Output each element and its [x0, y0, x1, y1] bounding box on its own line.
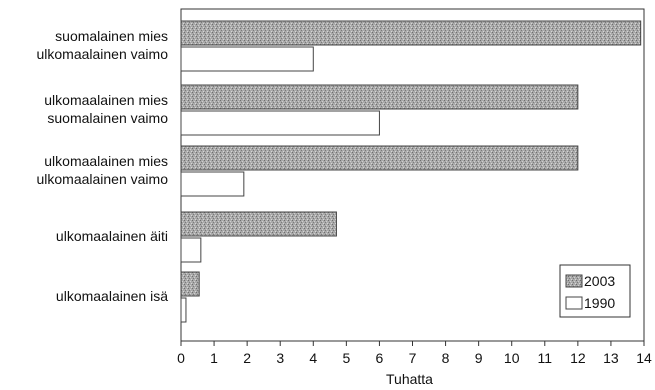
legend-label-1990: 1990	[584, 295, 615, 311]
category-labels: suomalainen mies ulkomaalainen vaimo ulkom…	[36, 28, 168, 304]
legend-swatch-2003	[565, 274, 583, 288]
legend-label-2003: 2003	[584, 273, 615, 289]
category-label: ulkomaalainen äiti	[56, 228, 168, 244]
bar-1990-4	[180, 297, 187, 323]
bar-1990-1	[180, 110, 380, 136]
x-tick-label: 13	[603, 350, 619, 366]
x-tick-label: 3	[276, 350, 284, 366]
legend: 2003 1990	[559, 264, 631, 318]
x-tick-label: 7	[409, 350, 417, 366]
x-tick-label: 8	[442, 350, 450, 366]
x-tick-label: 14	[636, 350, 652, 366]
category-label: suomalainen mies	[55, 28, 168, 44]
x-tick-label: 5	[342, 350, 350, 366]
bar-2003-0	[180, 20, 642, 46]
category-label: ulkomaalainen vaimo	[36, 171, 168, 187]
bar-2003-2	[180, 145, 579, 171]
bar-2003-4	[180, 271, 200, 297]
bar-2003-3	[180, 211, 337, 237]
legend-swatch-1990	[565, 296, 583, 310]
x-axis-ticks: 0 1 2 3 4 5 6 7 8 9 10 11 12 13 14	[177, 341, 652, 366]
category-label: ulkomaalainen mies	[44, 92, 168, 108]
x-tick-label: 2	[243, 350, 251, 366]
category-label: ulkomaalainen isä	[56, 288, 168, 304]
x-axis-title: Tuhatta	[386, 371, 433, 387]
x-tick-label: 10	[504, 350, 520, 366]
category-label: ulkomaalainen mies	[44, 153, 168, 169]
x-tick-label: 1	[210, 350, 218, 366]
x-tick-label: 0	[177, 350, 185, 366]
bar-1990-0	[180, 46, 314, 72]
category-label: suomalainen vaimo	[47, 110, 168, 126]
x-tick-label: 6	[376, 350, 384, 366]
x-tick-label: 11	[538, 350, 553, 366]
category-label: ulkomaalainen vaimo	[36, 46, 168, 62]
x-tick-label: 4	[309, 350, 317, 366]
bar-1990-3	[180, 237, 202, 263]
x-tick-label: 9	[475, 350, 483, 366]
bar-2003-1	[180, 84, 579, 110]
x-tick-label: 12	[570, 350, 586, 366]
bar-1990-2	[180, 171, 245, 197]
bars-group	[180, 20, 642, 323]
